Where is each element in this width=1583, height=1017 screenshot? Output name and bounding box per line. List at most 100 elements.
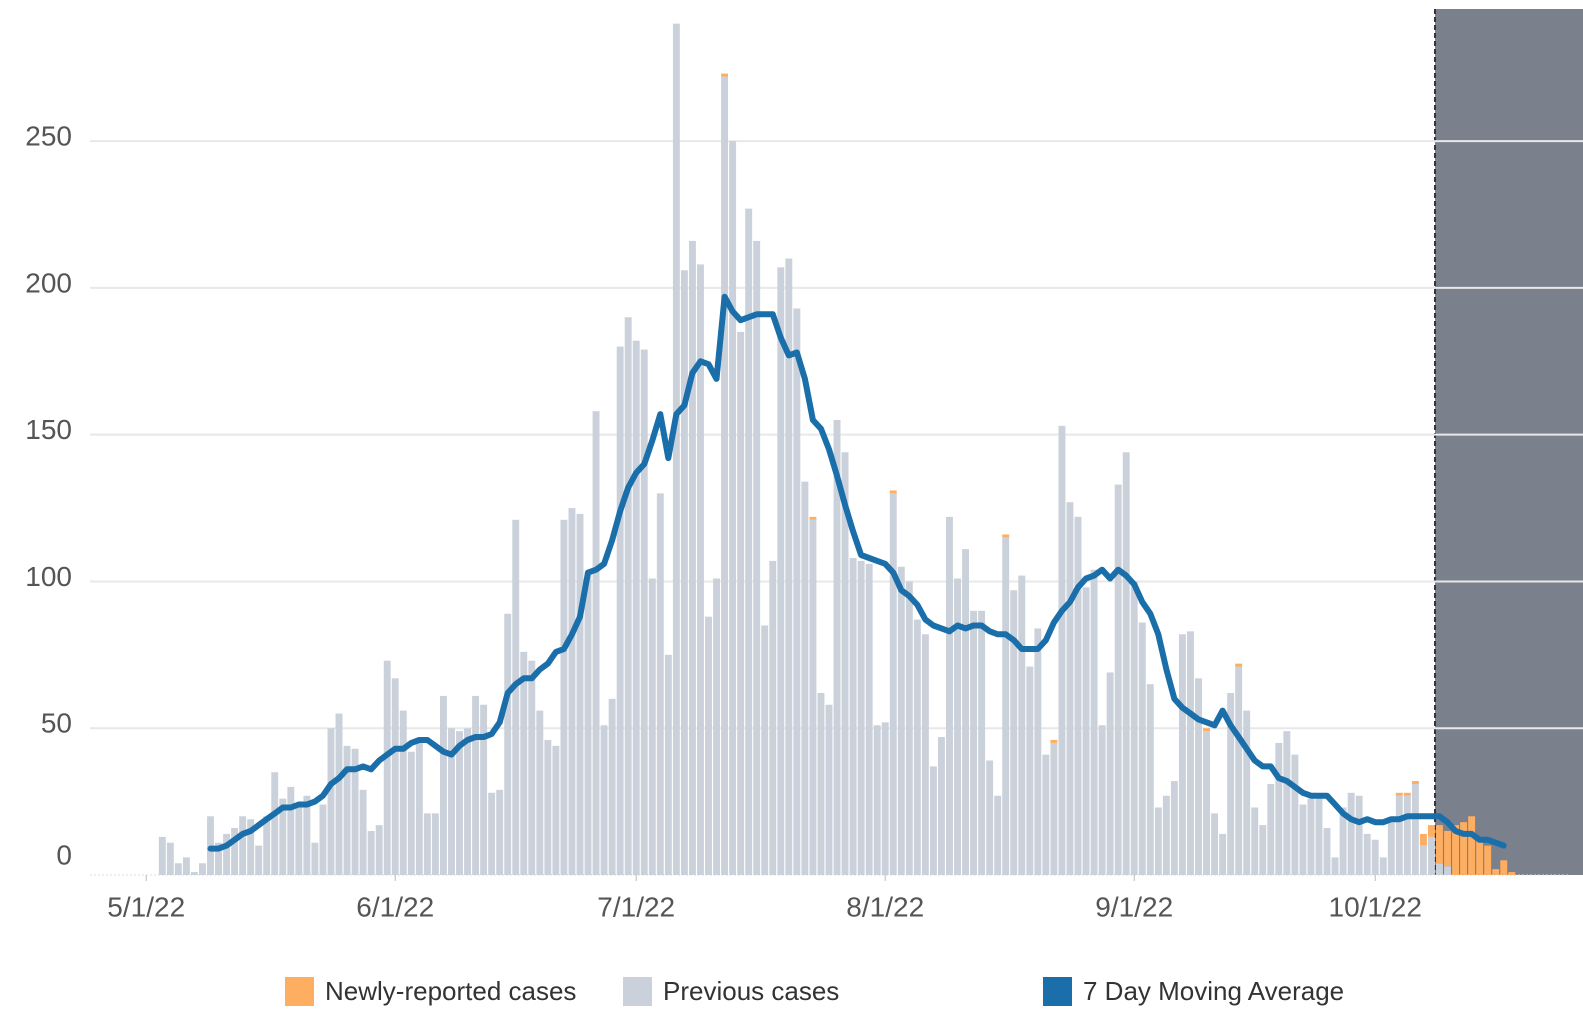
y-tick-label: 0 xyxy=(56,839,72,870)
bar xyxy=(568,508,576,875)
bar xyxy=(1146,684,1154,875)
bar xyxy=(825,704,833,875)
bar xyxy=(1058,425,1066,875)
bar xyxy=(383,660,391,875)
bar xyxy=(496,789,504,875)
bar xyxy=(1074,516,1082,875)
bar xyxy=(921,634,929,875)
bar xyxy=(817,692,825,875)
bar xyxy=(729,141,737,876)
bar xyxy=(1331,857,1339,875)
bar xyxy=(1178,634,1186,875)
y-tick-label: 200 xyxy=(25,267,72,298)
bar xyxy=(664,654,672,875)
bar xyxy=(1427,825,1435,837)
bar xyxy=(431,813,439,875)
bar xyxy=(946,516,953,875)
bar xyxy=(1508,872,1516,875)
bar xyxy=(480,704,488,875)
bar xyxy=(182,857,190,875)
bar xyxy=(311,842,319,875)
bar xyxy=(190,872,198,875)
bar xyxy=(608,698,616,875)
bar xyxy=(520,651,528,875)
bar xyxy=(785,258,793,876)
bar xyxy=(1050,739,1058,743)
bar xyxy=(1235,663,1243,667)
bar xyxy=(962,549,970,875)
bar xyxy=(809,516,817,520)
bar xyxy=(1098,725,1106,875)
bar xyxy=(576,513,584,875)
bar xyxy=(1235,666,1243,875)
bar xyxy=(407,751,415,875)
bar xyxy=(1154,807,1162,875)
y-tick-label: 250 xyxy=(25,120,72,151)
bar xyxy=(713,578,720,875)
bar xyxy=(1195,678,1202,875)
bar xyxy=(391,678,399,875)
bar xyxy=(359,789,367,875)
bar xyxy=(833,419,841,875)
bar xyxy=(1066,502,1074,875)
bar xyxy=(343,745,351,875)
bar xyxy=(223,833,231,875)
bar xyxy=(592,411,600,875)
bar xyxy=(801,481,809,875)
bar xyxy=(672,23,680,875)
bar xyxy=(528,660,536,875)
bar xyxy=(1138,622,1146,875)
bar xyxy=(1090,569,1098,875)
bar xyxy=(263,816,271,875)
x-tick-label: 9/1/22 xyxy=(1095,891,1173,922)
legend-swatch xyxy=(1043,977,1072,1006)
bar xyxy=(1187,631,1194,875)
shaded-region xyxy=(1435,9,1583,875)
y-tick-label: 100 xyxy=(25,561,72,592)
bar xyxy=(1468,816,1476,875)
bar xyxy=(1339,807,1347,875)
bar xyxy=(504,613,512,875)
bar xyxy=(1436,863,1443,875)
bar xyxy=(1387,822,1395,875)
bar xyxy=(1379,857,1387,875)
bar xyxy=(166,842,174,875)
x-tick-label: 10/1/22 xyxy=(1329,891,1422,922)
bar xyxy=(1347,792,1355,875)
bar xyxy=(247,819,255,875)
bar xyxy=(1203,728,1210,732)
bar xyxy=(512,519,520,875)
bar xyxy=(271,772,279,875)
bar xyxy=(624,317,632,875)
bar xyxy=(1452,825,1459,875)
bar xyxy=(1411,783,1419,875)
bar xyxy=(1395,792,1403,796)
bar xyxy=(351,748,359,875)
bar xyxy=(1363,833,1371,875)
bar xyxy=(488,792,496,875)
bar xyxy=(423,813,431,875)
bar xyxy=(1283,731,1291,875)
bar xyxy=(753,240,761,875)
bar xyxy=(399,710,407,875)
y-tick-label: 50 xyxy=(41,708,72,739)
bar xyxy=(1492,869,1500,875)
bar xyxy=(705,616,712,875)
bar xyxy=(841,452,849,875)
bar xyxy=(938,737,945,875)
bar xyxy=(680,270,688,875)
bar xyxy=(761,625,769,875)
x-tick-label: 6/1/22 xyxy=(356,891,434,922)
bar xyxy=(873,725,881,875)
legend-label: Previous cases xyxy=(663,976,839,1006)
bar xyxy=(375,825,383,875)
x-tick-label: 8/1/22 xyxy=(846,891,924,922)
bar xyxy=(1395,795,1403,875)
bar xyxy=(889,493,897,875)
bar xyxy=(303,795,311,875)
bar xyxy=(793,308,801,875)
bar xyxy=(1018,575,1026,875)
bar xyxy=(1259,825,1267,875)
bar xyxy=(688,240,696,875)
